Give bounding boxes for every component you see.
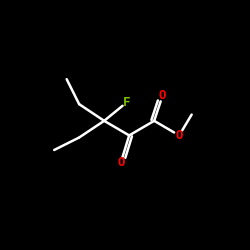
Text: O: O <box>117 156 124 169</box>
Text: F: F <box>123 96 131 108</box>
Text: O: O <box>159 89 166 102</box>
Text: O: O <box>176 129 183 142</box>
